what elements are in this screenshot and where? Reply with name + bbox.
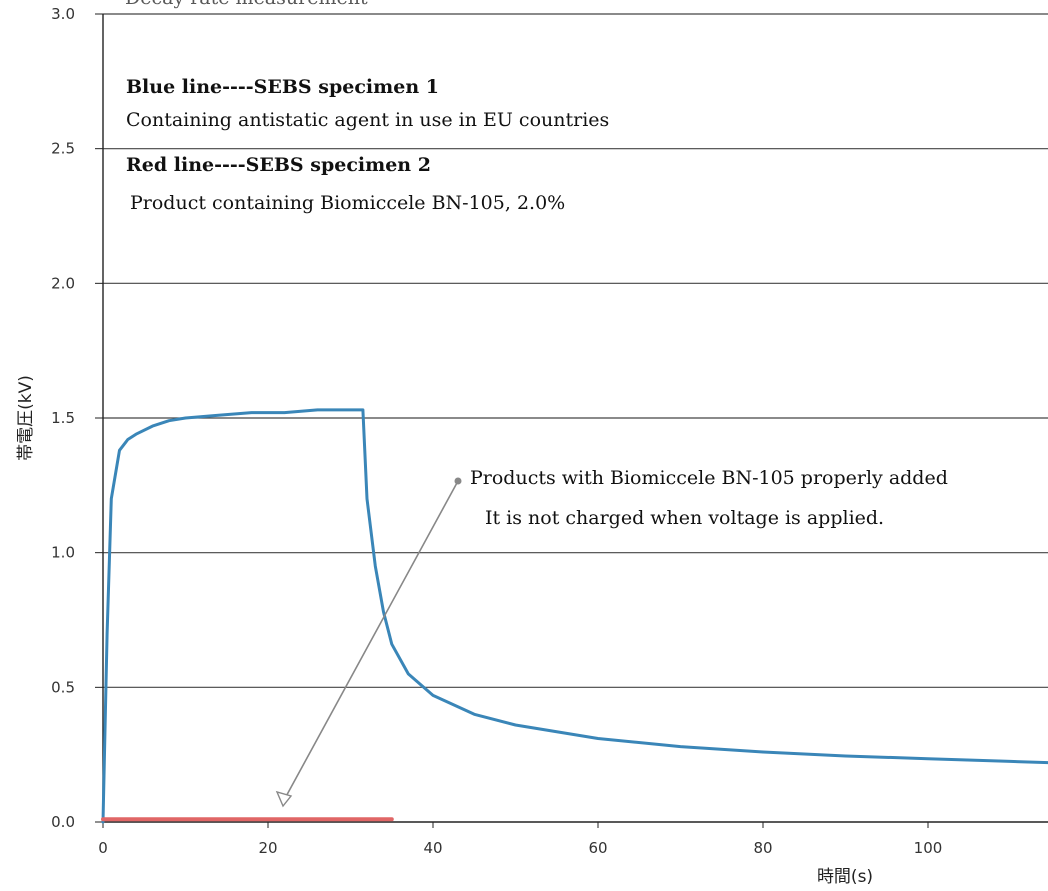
blue-line-description: Containing antistatic agent in use in EU…	[126, 109, 609, 131]
series	[101, 408, 1048, 824]
y-axis-title: 帯電圧(kV)	[16, 375, 36, 461]
x-tick-label: 80	[753, 839, 772, 857]
x-tick-label: 60	[588, 839, 607, 857]
y-tick-label: 1.0	[51, 544, 75, 562]
tick-labels: 0.0 0.5 1.0 1.5 2.0 2.5 3.0 0 20 40 60 80 100	[51, 5, 942, 857]
arrow-note-line-2: It is not charged when voltage is applie…	[485, 507, 884, 529]
x-axis-title: 時間(s)	[817, 867, 873, 887]
y-tick-label: 2.5	[51, 140, 75, 158]
annotation-arrowhead	[275, 790, 293, 808]
y-tick-label: 0.5	[51, 678, 75, 696]
red-line-label: Red line----SEBS specimen 2	[126, 154, 431, 176]
y-tick-label: 0.0	[51, 813, 75, 831]
y-tick-label: 3.0	[51, 5, 75, 23]
arrow-note-line-1: Products with Biomiccele BN-105 properly…	[470, 467, 948, 489]
axes	[95, 13, 1048, 828]
series-line-1	[101, 408, 1048, 824]
y-tick-label: 2.0	[51, 274, 75, 292]
annotation-dot	[454, 477, 462, 485]
x-tick-label: 0	[98, 839, 108, 857]
blue-line-label: Blue line----SEBS specimen 1	[126, 76, 439, 98]
x-tick-label: 100	[914, 839, 943, 857]
red-line-description: Product containing Biomiccele BN-105, 2.…	[130, 192, 565, 214]
x-tick-label: 20	[258, 839, 277, 857]
annotation-arrow-line	[282, 480, 459, 803]
y-tick-label: 1.5	[51, 409, 75, 427]
grid-lines	[103, 13, 1048, 688]
chart-title: Decay rate measurement	[125, 0, 368, 9]
x-tick-label: 40	[423, 839, 442, 857]
